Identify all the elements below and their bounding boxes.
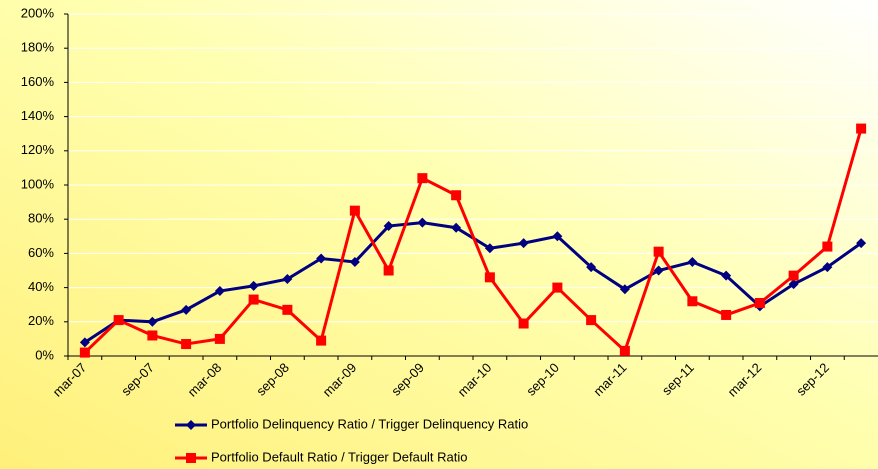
y-tick-label: 180% bbox=[21, 40, 55, 55]
data-point bbox=[451, 222, 462, 233]
data-point bbox=[653, 265, 664, 276]
y-tick-label: 120% bbox=[21, 142, 55, 157]
y-tick-label: 40% bbox=[28, 279, 54, 294]
data-point bbox=[214, 286, 225, 297]
data-point bbox=[248, 280, 259, 291]
data-point bbox=[383, 265, 394, 276]
legend-marker bbox=[186, 453, 196, 463]
series-line bbox=[83, 128, 863, 354]
y-tick-label: 0% bbox=[35, 347, 54, 362]
y-tick-label: 60% bbox=[28, 245, 54, 260]
data-point bbox=[383, 221, 394, 232]
data-point bbox=[586, 315, 597, 326]
data-point bbox=[619, 284, 630, 295]
legend-label: Portfolio Default Ratio / Trigger Defaul… bbox=[211, 449, 468, 464]
legend-label: Portfolio Delinquency Ratio / Trigger De… bbox=[211, 416, 528, 431]
y-tick-label: 20% bbox=[28, 313, 54, 328]
data-point bbox=[349, 205, 360, 216]
data-point bbox=[552, 282, 563, 293]
data-point bbox=[417, 173, 428, 184]
data-point bbox=[113, 315, 124, 326]
y-tick-label: 80% bbox=[28, 211, 54, 226]
data-point bbox=[282, 304, 293, 315]
data-point bbox=[856, 238, 867, 249]
y-tick-label: 100% bbox=[21, 176, 55, 191]
data-point bbox=[788, 279, 799, 290]
data-point bbox=[552, 231, 563, 242]
data-point bbox=[417, 217, 428, 228]
data-point bbox=[822, 262, 833, 273]
legend-marker bbox=[186, 420, 196, 430]
data-point bbox=[518, 318, 529, 329]
data-point bbox=[484, 272, 495, 283]
data-point bbox=[181, 339, 192, 350]
data-point bbox=[147, 330, 158, 341]
data-point bbox=[687, 256, 698, 267]
y-tick-label: 140% bbox=[21, 108, 55, 123]
data-point bbox=[248, 294, 259, 305]
data-point bbox=[316, 335, 327, 346]
data-point bbox=[856, 123, 867, 134]
data-point bbox=[721, 270, 732, 281]
data-point bbox=[181, 304, 192, 315]
data-point bbox=[721, 309, 732, 320]
data-point bbox=[518, 238, 529, 249]
data-point bbox=[788, 270, 799, 281]
data-point bbox=[316, 253, 327, 264]
data-point bbox=[282, 274, 293, 285]
data-point bbox=[214, 333, 225, 344]
data-point bbox=[349, 256, 360, 267]
data-point bbox=[147, 316, 158, 327]
data-point bbox=[687, 296, 698, 307]
data-point bbox=[586, 262, 597, 273]
data-point bbox=[79, 337, 90, 348]
data-point bbox=[79, 347, 90, 358]
y-tick-label: 200% bbox=[21, 5, 55, 20]
data-point bbox=[451, 190, 462, 201]
y-tick-label: 160% bbox=[21, 74, 55, 89]
data-point bbox=[754, 297, 765, 308]
data-point bbox=[822, 241, 833, 252]
data-point bbox=[653, 246, 664, 257]
data-point bbox=[484, 243, 495, 254]
data-point bbox=[619, 345, 630, 356]
